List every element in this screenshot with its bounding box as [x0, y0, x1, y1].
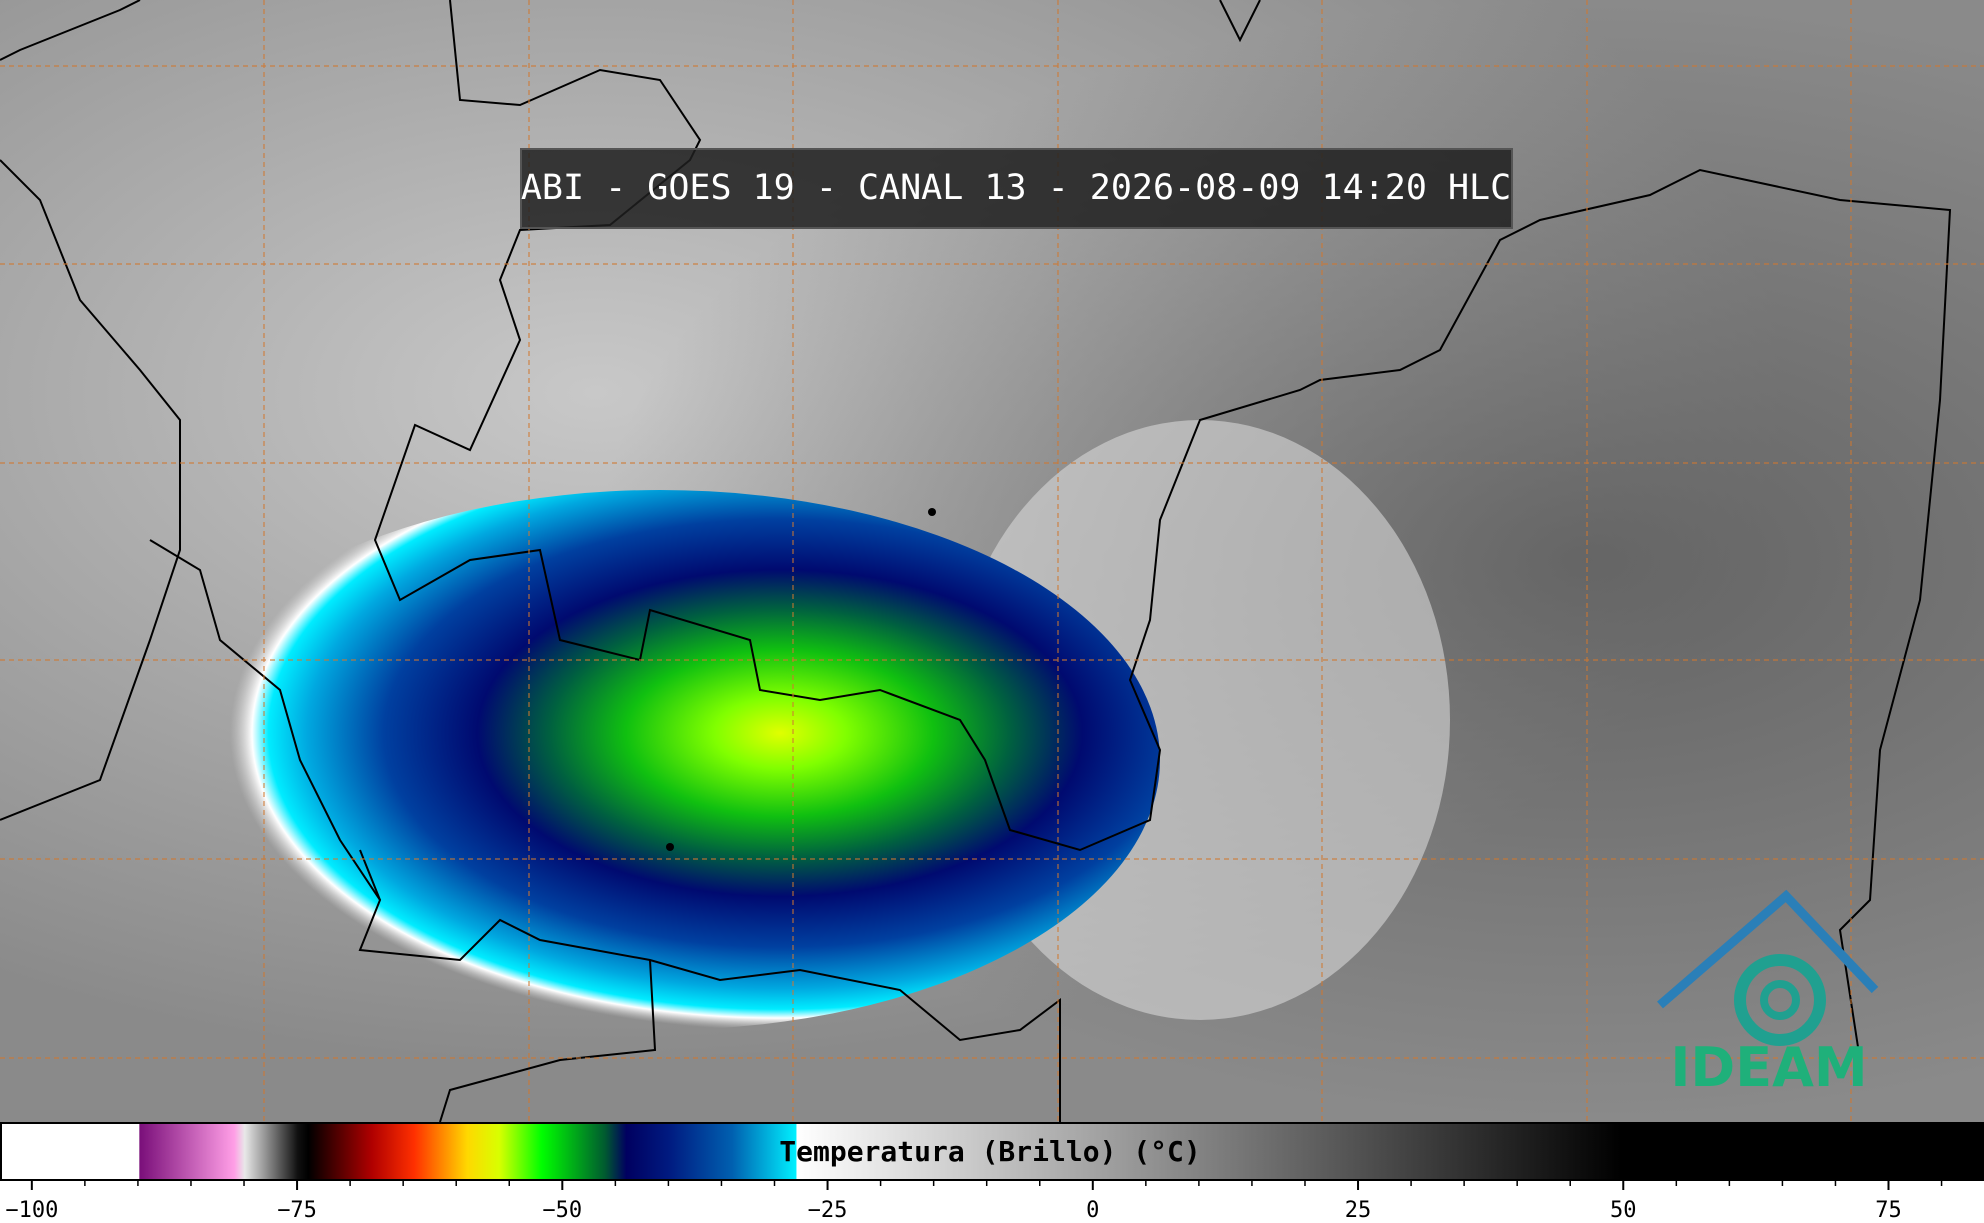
- tick-label: 75: [1875, 1198, 1902, 1223]
- tick-label: −100: [5, 1198, 58, 1223]
- colorbar-label: Temperatura (Brillo) (°C): [779, 1135, 1200, 1168]
- title-box: ABI - GOES 19 - CANAL 13 - 2026-08-09 14…: [520, 148, 1513, 229]
- tick-label: −75: [277, 1198, 317, 1223]
- tick-label: −50: [542, 1198, 582, 1223]
- colorbar: Temperatura (Brillo) (°C) −100 −75 −50 −25 0 2…: [0, 1122, 1984, 1223]
- title: ABI - GOES 19 - CANAL 13 - 2026-08-09 14…: [521, 168, 1511, 208]
- logo-text: IDEAM: [1670, 1036, 1867, 1099]
- tick-label: 0: [1086, 1198, 1099, 1223]
- borders: [0, 0, 1952, 1123]
- city-dot: [666, 843, 674, 851]
- colorbar-bar: [0, 1122, 1984, 1181]
- tick-label: 25: [1345, 1198, 1372, 1223]
- tick-label: −25: [808, 1198, 848, 1223]
- tick-label: 50: [1610, 1198, 1637, 1223]
- logo: IDEAM: [1657, 889, 1879, 1099]
- graticule: [0, 0, 1984, 1122]
- city-dot: [928, 508, 936, 516]
